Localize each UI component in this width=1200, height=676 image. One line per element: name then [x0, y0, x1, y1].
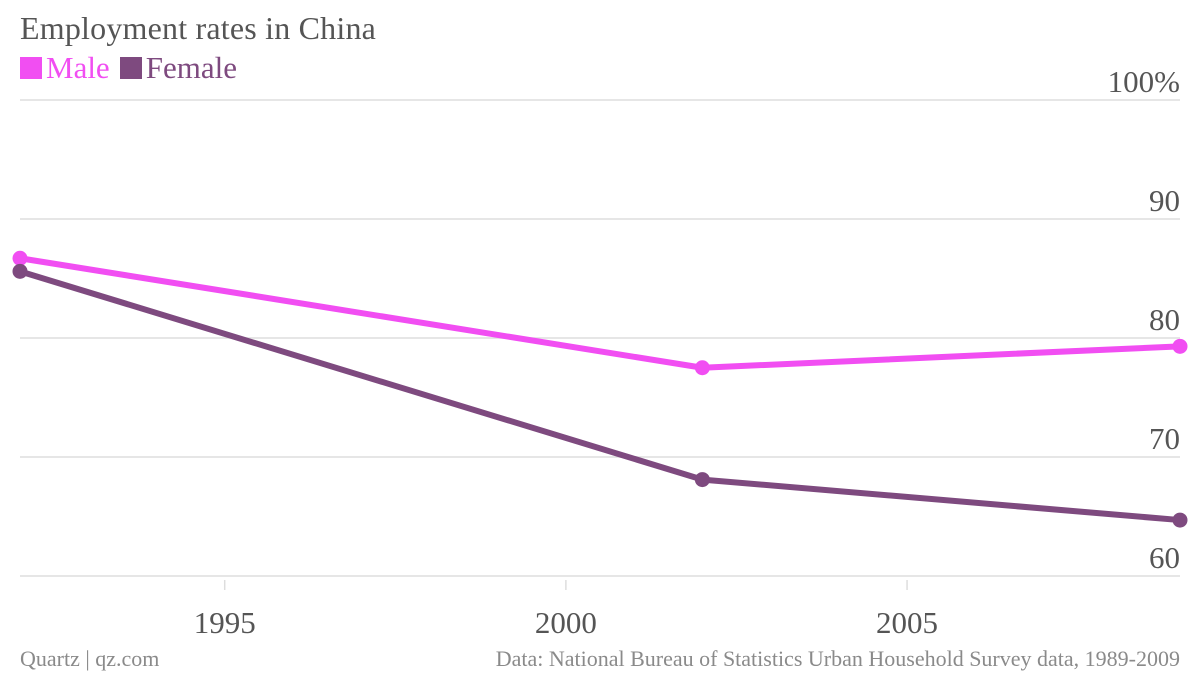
x-axis-tick-marks — [223, 580, 908, 590]
series-line-male — [17, 255, 1183, 371]
series-points — [12, 250, 1188, 528]
x-tick-label-1995: 1995 — [194, 605, 256, 640]
y-axis-tick-labels: 60 70 80 90 100% — [1108, 64, 1180, 575]
x-tick-label-2000: 2000 — [535, 605, 597, 640]
y-tick-label-100: 100% — [1108, 64, 1180, 99]
legend-swatch-male — [20, 57, 42, 79]
chart-title: Employment rates in China — [20, 10, 377, 46]
data-point-female-1992 — [12, 263, 28, 279]
data-point-female-2009 — [1172, 512, 1188, 528]
x-axis-tick-labels: 1995 2000 2005 — [194, 605, 938, 640]
data-point-female-2002 — [694, 472, 710, 488]
legend-swatch-female — [119, 57, 142, 79]
y-tick-label-60: 60 — [1149, 540, 1180, 575]
data-point-male-2002 — [694, 360, 710, 376]
series-lines — [17, 255, 1183, 524]
y-tick-label-70: 70 — [1149, 421, 1180, 456]
footer-credit: Quartz | qz.com — [20, 646, 160, 671]
x-tick-label-2005: 2005 — [876, 605, 938, 640]
y-tick-label-90: 90 — [1149, 183, 1180, 218]
y-tick-label-80: 80 — [1149, 302, 1180, 337]
legend-label-female: Female — [145, 50, 237, 85]
legend-item-male: Male — [20, 50, 110, 86]
legend-label-male: Male — [46, 50, 110, 85]
legend: Male Female — [20, 50, 247, 86]
data-point-male-1992 — [12, 250, 28, 266]
legend-item-female: Female — [119, 50, 237, 86]
data-point-male-2009 — [1172, 338, 1188, 354]
gridlines — [20, 99, 1180, 577]
footer-data-source: Data: National Bureau of Statistics Urba… — [495, 646, 1180, 671]
series-line-female — [17, 268, 1183, 524]
